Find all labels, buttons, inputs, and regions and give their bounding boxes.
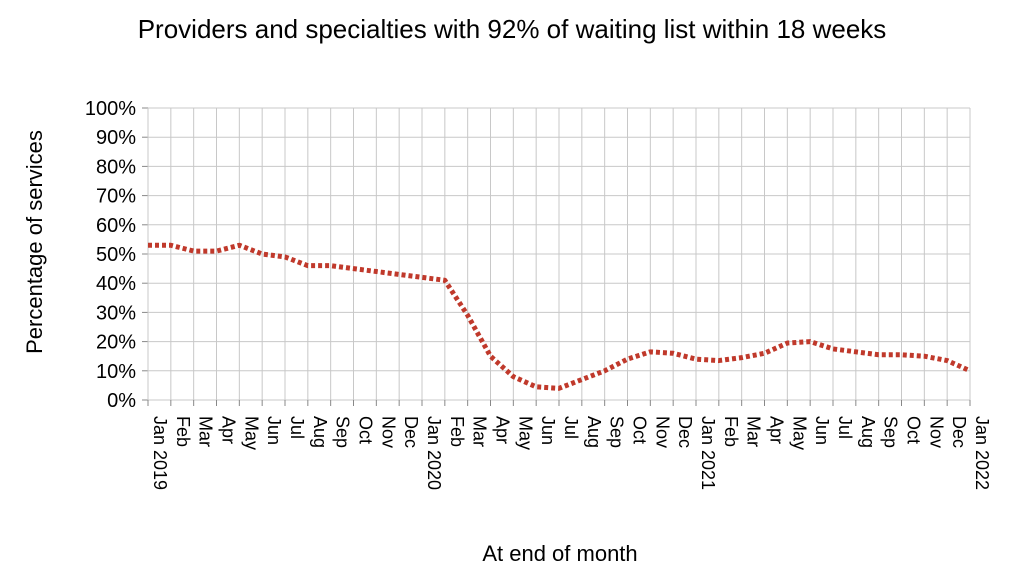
gridlines (142, 107, 971, 406)
y-tick-label: 20% (96, 332, 136, 354)
y-tick-label: 10% (96, 361, 136, 383)
y-tick-label: 40% (96, 273, 136, 295)
chart-title: Providers and specialties with 92% of wa… (137, 14, 887, 44)
x-tick-label: Jul (561, 416, 581, 439)
y-tick-label: 70% (96, 186, 136, 208)
x-tick-label: Aug (858, 416, 878, 448)
x-tick-label: Jan 2020 (424, 416, 444, 490)
x-tick-label: May (515, 416, 535, 450)
x-tick-label: Jun (264, 416, 284, 445)
x-tick-label: Sep (607, 416, 627, 448)
x-tick-label: May (241, 416, 261, 450)
y-tick-label: 90% (96, 127, 136, 149)
y-tick-label: 0% (107, 390, 136, 412)
x-axis-ticks: Jan 2019 Feb Mar Apr May Jun Jul Aug Sep Oct Nov De… (150, 416, 992, 490)
x-tick-label: Oct (356, 416, 376, 444)
x-tick-label: Nov (926, 416, 946, 448)
x-tick-label: Dec (401, 416, 421, 448)
y-tick-label: 30% (96, 302, 136, 324)
x-tick-label: Sep (881, 416, 901, 448)
x-tick-label: Oct (630, 416, 650, 444)
x-axis-title: At end of month (482, 541, 637, 566)
x-tick-label: Dec (675, 416, 695, 448)
x-tick-label: Aug (310, 416, 330, 448)
x-tick-label: Jan 2019 (150, 416, 170, 490)
x-tick-label: Aug (584, 416, 604, 448)
x-tick-label: Feb (447, 416, 467, 447)
x-tick-label: Feb (721, 416, 741, 447)
y-tick-label: 80% (96, 156, 136, 178)
y-tick-label: 100% (85, 98, 136, 120)
x-tick-label: Mar (744, 416, 764, 447)
y-tick-label: 60% (96, 215, 136, 237)
x-tick-label: Nov (652, 416, 672, 448)
x-tick-label: Jul (287, 416, 307, 439)
x-tick-label: Jan 2021 (698, 416, 718, 490)
x-tick-label: Feb (173, 416, 193, 447)
x-tick-label: Jan 2022 (972, 416, 992, 490)
x-tick-label: Jun (538, 416, 558, 445)
y-axis-ticks: 0% 10% 20% 30% 40% 50% 60% 70% 80% 90% 100% (85, 98, 136, 412)
y-axis-title: Percentage of services (22, 130, 47, 354)
x-tick-label: Nov (378, 416, 398, 448)
x-tick-label: Sep (333, 416, 353, 448)
x-tick-label: Apr (219, 416, 239, 444)
x-tick-label: Mar (196, 416, 216, 447)
x-tick-label: Apr (767, 416, 787, 444)
x-tick-label: Jul (835, 416, 855, 439)
x-tick-label: Mar (470, 416, 490, 447)
x-tick-label: May (789, 416, 809, 450)
series-layer (147, 242, 972, 391)
x-tick-label: Oct (904, 416, 924, 444)
x-tick-label: Dec (949, 416, 969, 448)
y-tick-label: 50% (96, 244, 136, 266)
x-tick-label: Apr (493, 416, 513, 444)
x-tick-label: Jun (812, 416, 832, 445)
